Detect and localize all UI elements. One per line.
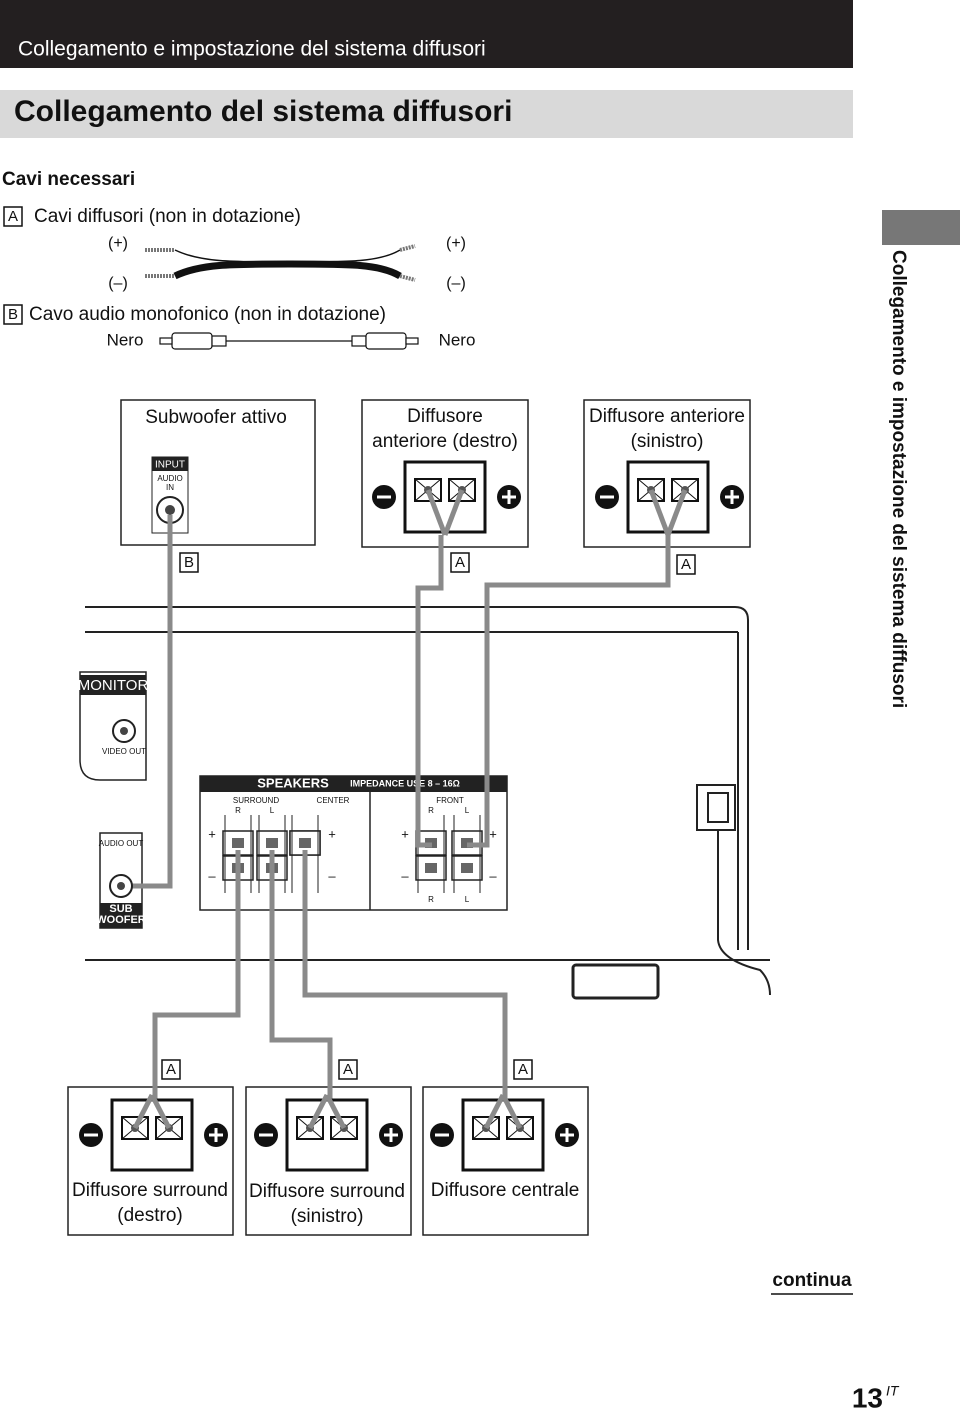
cables-heading: Cavi necessari	[2, 169, 135, 190]
side-tab-text: Collegamento e impostazione del sistema …	[888, 250, 909, 708]
audio-cable-icon	[159, 332, 419, 350]
wire	[665, 489, 688, 536]
cable-letter: A	[518, 1061, 528, 1078]
monitor-header	[80, 675, 146, 695]
wire	[132, 1093, 155, 1130]
terminal-hole	[425, 863, 437, 873]
polarity: (–)	[108, 275, 128, 292]
cable-letters: B A A A A A	[161, 552, 696, 1080]
channel-label: SURROUND	[233, 796, 279, 805]
terminal-hole	[461, 863, 473, 873]
polarity: (–)	[446, 275, 466, 292]
wire	[149, 1093, 172, 1130]
jack	[120, 727, 128, 735]
cable-label: Cavo audio monofonico (non in dotazione)	[29, 304, 386, 325]
speakers-label: SPEAKERS	[257, 775, 329, 790]
polarity: –	[401, 868, 409, 883]
channel-label: FRONT	[436, 796, 464, 805]
cable-color: Nero	[107, 330, 144, 349]
rl-label: R	[428, 806, 434, 815]
wire	[425, 489, 448, 536]
terminal-hole	[299, 838, 311, 848]
speaker-title: Diffusore centrale	[431, 1180, 580, 1201]
input-label: INPUT	[155, 460, 185, 471]
side-tab	[882, 210, 960, 245]
channel-label: CENTER	[317, 796, 350, 805]
wire	[500, 1093, 523, 1130]
continue-label: continua	[772, 1270, 852, 1291]
wires	[125, 515, 671, 1100]
section-title: Collegamento e impostazione del sistema …	[18, 38, 486, 61]
speaker-title: anteriore (destro)	[372, 431, 518, 452]
jack-label: VIDEO OUT	[102, 747, 146, 756]
jack-label: AUDIO OUT	[99, 839, 144, 848]
jack	[165, 505, 175, 515]
speaker-title: Diffusore surround	[249, 1181, 405, 1202]
speaker-title: (sinistro)	[631, 431, 704, 452]
polarity: +	[328, 826, 336, 841]
cable-letter: A	[455, 554, 465, 571]
polarity: +	[401, 826, 409, 841]
wire	[648, 489, 671, 536]
terminal-hole	[266, 838, 278, 848]
jack	[117, 882, 125, 890]
sub-header	[100, 903, 142, 928]
speaker-title: Diffusore anteriore	[589, 406, 745, 427]
page-number: 13	[852, 1382, 883, 1413]
jack-label: WOOFER	[96, 914, 146, 926]
cable-label: Cavi diffusori (non in dotazione)	[34, 206, 301, 227]
terminal-hole	[232, 838, 244, 848]
polarity: –	[328, 868, 336, 883]
speaker-terminals	[79, 460, 744, 1172]
cable-color: Nero	[439, 330, 476, 349]
wire	[324, 1093, 347, 1130]
input-header	[152, 457, 188, 471]
cable-letter: A	[343, 1061, 353, 1078]
speaker-cable-icon	[145, 244, 416, 282]
receiver-outline	[85, 606, 771, 1000]
polarity: (+)	[446, 235, 466, 252]
rl-label: R	[235, 806, 241, 815]
cable-letter: A	[8, 208, 18, 225]
cable-letter: A	[166, 1061, 176, 1078]
cable-letter: B	[184, 554, 194, 571]
header-bar	[0, 0, 853, 68]
polarity: –	[208, 868, 216, 883]
rl-label: L	[465, 806, 470, 815]
impedance-label: IMPEDANCE USE 8 – 16Ω	[350, 778, 460, 788]
polarity: +	[208, 826, 216, 841]
wire	[307, 1093, 330, 1130]
input-label: AUDIO	[157, 474, 182, 483]
polarity: –	[489, 868, 497, 883]
rl-label: L	[465, 895, 470, 904]
letter-box	[3, 304, 23, 325]
speakers-header	[200, 776, 507, 792]
letter-box	[3, 206, 23, 227]
monitor-label: MONITOR	[78, 677, 149, 694]
speaker-title: (destro)	[117, 1205, 182, 1226]
rl-label: R	[428, 895, 434, 904]
page-suffix: IT	[886, 1383, 900, 1399]
jack-label: SUB	[109, 903, 132, 915]
terminal-post	[451, 855, 483, 881]
speaker-title: (sinistro)	[291, 1206, 364, 1227]
speaker-title: Diffusore	[407, 406, 483, 427]
title-bar	[0, 90, 853, 138]
speaker-title: Diffusore surround	[72, 1180, 228, 1201]
polarity: +	[489, 826, 497, 841]
cable-letter: A	[681, 556, 691, 573]
cable-letter: B	[8, 306, 18, 323]
polarity: (+)	[108, 235, 128, 252]
input-label: IN	[166, 483, 174, 492]
monitor-panel	[79, 671, 147, 781]
wire	[442, 489, 465, 536]
page-title: Collegamento del sistema diffusori	[14, 95, 512, 128]
wire	[483, 1093, 506, 1130]
speaker-title: Subwoofer attivo	[145, 407, 287, 428]
rl-label: L	[270, 806, 275, 815]
